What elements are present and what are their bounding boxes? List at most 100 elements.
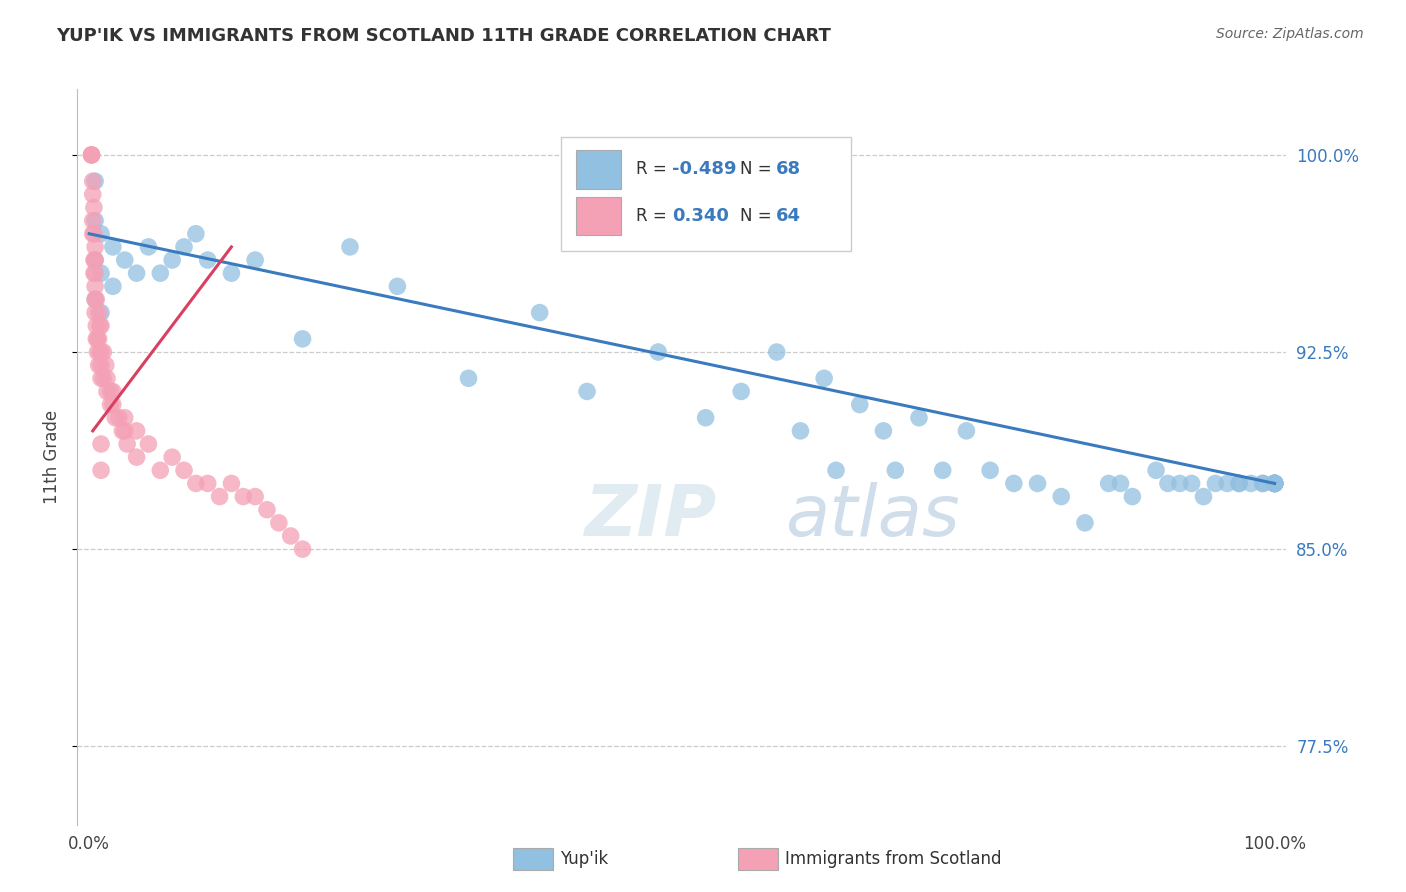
Point	[114, 424, 136, 438]
Point	[111, 424, 134, 438]
Point	[83, 227, 105, 241]
Point	[813, 371, 835, 385]
Point	[1216, 476, 1239, 491]
Point	[848, 398, 870, 412]
Text: R =: R =	[636, 161, 672, 178]
Point	[125, 450, 148, 465]
Point	[84, 318, 107, 333]
FancyBboxPatch shape	[561, 137, 851, 252]
Point	[1264, 476, 1286, 491]
Point	[84, 253, 107, 268]
FancyBboxPatch shape	[575, 196, 621, 235]
Point	[208, 490, 231, 504]
Point	[96, 384, 118, 399]
Point	[221, 476, 243, 491]
Point	[184, 476, 207, 491]
Point	[1109, 476, 1132, 491]
Point	[695, 410, 717, 425]
Point	[1204, 476, 1226, 491]
Point	[1240, 476, 1263, 491]
Point	[84, 332, 107, 346]
Point	[1098, 476, 1121, 491]
Text: YUP'IK VS IMMIGRANTS FROM SCOTLAND 11TH GRADE CORRELATION CHART: YUP'IK VS IMMIGRANTS FROM SCOTLAND 11TH …	[56, 27, 831, 45]
Point	[84, 293, 107, 307]
Point	[84, 240, 107, 254]
Point	[83, 253, 105, 268]
Point	[979, 463, 1001, 477]
FancyBboxPatch shape	[575, 150, 621, 188]
Point	[90, 358, 112, 372]
Point	[1264, 476, 1286, 491]
Point	[1227, 476, 1250, 491]
Point	[931, 463, 953, 477]
Point	[955, 424, 977, 438]
Y-axis label: 11th Grade: 11th Grade	[44, 410, 62, 504]
Point	[1144, 463, 1167, 477]
Point	[90, 305, 112, 319]
Point	[101, 384, 124, 399]
Point	[825, 463, 848, 477]
Point	[1251, 476, 1274, 491]
Point	[80, 148, 103, 162]
Point	[125, 424, 148, 438]
Point	[160, 450, 183, 465]
Point	[1168, 476, 1191, 491]
Point	[291, 332, 314, 346]
Point	[1121, 490, 1143, 504]
Point	[87, 305, 110, 319]
Point	[872, 424, 894, 438]
Point	[80, 148, 103, 162]
Point	[173, 463, 195, 477]
Point	[83, 266, 105, 280]
Point	[93, 345, 115, 359]
Text: 0.340: 0.340	[672, 207, 730, 225]
Text: N =: N =	[740, 207, 778, 225]
Point	[1227, 476, 1250, 491]
Point	[86, 332, 108, 346]
Text: 64: 64	[776, 207, 801, 225]
Text: Yup'ik: Yup'ik	[560, 850, 607, 868]
Point	[160, 253, 183, 268]
Point	[529, 305, 551, 319]
Text: N =: N =	[740, 161, 778, 178]
Point	[173, 240, 195, 254]
Point	[115, 437, 138, 451]
Point	[82, 187, 104, 202]
Point	[1002, 476, 1025, 491]
Point	[82, 174, 104, 188]
Point	[90, 437, 112, 451]
Point	[387, 279, 409, 293]
Point	[243, 490, 266, 504]
Text: ZIP: ZIP	[585, 482, 717, 550]
Point	[1074, 516, 1097, 530]
Point	[149, 463, 172, 477]
Point	[87, 332, 110, 346]
Point	[90, 371, 112, 385]
Point	[138, 240, 160, 254]
Point	[1264, 476, 1286, 491]
Point	[84, 174, 107, 188]
Point	[114, 253, 136, 268]
Point	[82, 227, 104, 241]
Point	[90, 318, 112, 333]
Point	[1264, 476, 1286, 491]
Point	[789, 424, 811, 438]
Point	[1181, 476, 1204, 491]
Point	[576, 384, 599, 399]
Text: -0.489: -0.489	[672, 161, 737, 178]
Point	[730, 384, 752, 399]
Point	[108, 410, 131, 425]
Point	[87, 358, 110, 372]
Point	[84, 279, 107, 293]
Point	[280, 529, 302, 543]
Text: Source: ZipAtlas.com: Source: ZipAtlas.com	[1216, 27, 1364, 41]
Point	[101, 279, 124, 293]
Point	[1026, 476, 1049, 491]
Point	[89, 345, 111, 359]
Point	[100, 398, 122, 412]
Point	[457, 371, 479, 385]
Point	[84, 305, 107, 319]
Point	[1050, 490, 1073, 504]
Point	[765, 345, 787, 359]
Point	[80, 148, 103, 162]
